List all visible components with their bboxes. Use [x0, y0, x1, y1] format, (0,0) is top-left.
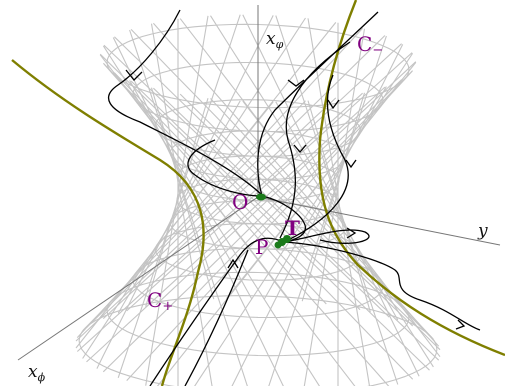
mesh-ring — [132, 247, 384, 319]
trajectory-9 — [184, 249, 249, 386]
arrowhead-5 — [345, 159, 357, 169]
point-p-marker — [274, 241, 282, 249]
arrowhead-4 — [293, 144, 307, 153]
mesh-generator — [86, 35, 386, 328]
arrowhead-2 — [287, 79, 305, 87]
mesh-generator — [126, 70, 413, 381]
mesh-generator — [231, 44, 404, 386]
mesh-ring — [78, 295, 438, 386]
mesh-generator — [103, 44, 390, 318]
critical-curves — [11, 0, 505, 386]
mesh-generator — [126, 52, 413, 312]
arrowhead-6 — [346, 227, 357, 239]
mesh-generator — [150, 23, 213, 386]
point-p-label: P — [255, 235, 268, 259]
y-axis-label: y — [477, 221, 488, 241]
mesh-generator — [130, 80, 430, 371]
curve-c-minus — [318, 0, 505, 357]
mesh-ring — [106, 23, 410, 109]
curve-c-plus — [11, 59, 205, 386]
mesh-generator — [75, 97, 337, 342]
x-phi-axis — [17, 196, 259, 361]
trajectory-1 — [107, 9, 263, 196]
mesh-generator — [301, 92, 366, 302]
trajectory-6 — [283, 229, 370, 244]
mesh-generator — [303, 28, 366, 386]
mesh-generator — [96, 101, 274, 322]
mesh-generator — [102, 79, 402, 373]
mesh-generator — [179, 18, 441, 358]
mesh-generator — [102, 62, 327, 305]
mesh-generator — [112, 71, 291, 301]
trajectory-3 — [279, 41, 351, 239]
mesh-generator — [103, 63, 390, 386]
mesh-generator — [242, 14, 420, 377]
mesh-generator — [150, 87, 215, 300]
mesh-generator — [86, 86, 386, 363]
arrowhead-7 — [227, 258, 239, 269]
arrowheads — [125, 69, 466, 330]
trajectories — [107, 9, 481, 386]
trajectory-7 — [283, 241, 481, 331]
trajectory-8 — [149, 237, 285, 386]
trajectory-2 — [257, 11, 379, 197]
mesh-generator — [102, 43, 402, 320]
point-o-marker — [256, 193, 266, 201]
mesh-generator — [194, 52, 414, 386]
point-o-label: O — [232, 190, 248, 214]
mesh-generator — [155, 61, 417, 306]
arrowhead-3 — [327, 99, 340, 110]
mesh-generator — [145, 98, 209, 307]
x-varphi-axis-label: xφ — [266, 29, 284, 51]
x-phi-axis-label: xϕ — [28, 362, 46, 384]
mesh-ring — [106, 271, 410, 357]
mesh-generator — [99, 53, 361, 311]
equilibrium-points — [256, 193, 291, 249]
curve-c-plus-label: C+ — [147, 288, 173, 314]
trajectory-4 — [283, 74, 349, 243]
mesh-generator — [307, 18, 371, 386]
mesh-generator — [179, 93, 441, 351]
mesh-generator — [102, 45, 321, 386]
trajectory-5 — [261, 195, 307, 243]
mesh-generator — [114, 72, 414, 380]
arrowhead-1 — [125, 69, 143, 81]
mesh-generator — [82, 17, 306, 359]
mesh-generator — [96, 15, 274, 369]
curve-c-minus-label: C− — [357, 32, 383, 58]
trajectory-10 — [187, 139, 263, 197]
point-t-label: T — [285, 216, 300, 240]
mesh-generator — [275, 15, 399, 385]
mesh-generator — [114, 36, 414, 327]
arrowhead-8 — [455, 319, 466, 330]
y-axis — [257, 196, 501, 246]
